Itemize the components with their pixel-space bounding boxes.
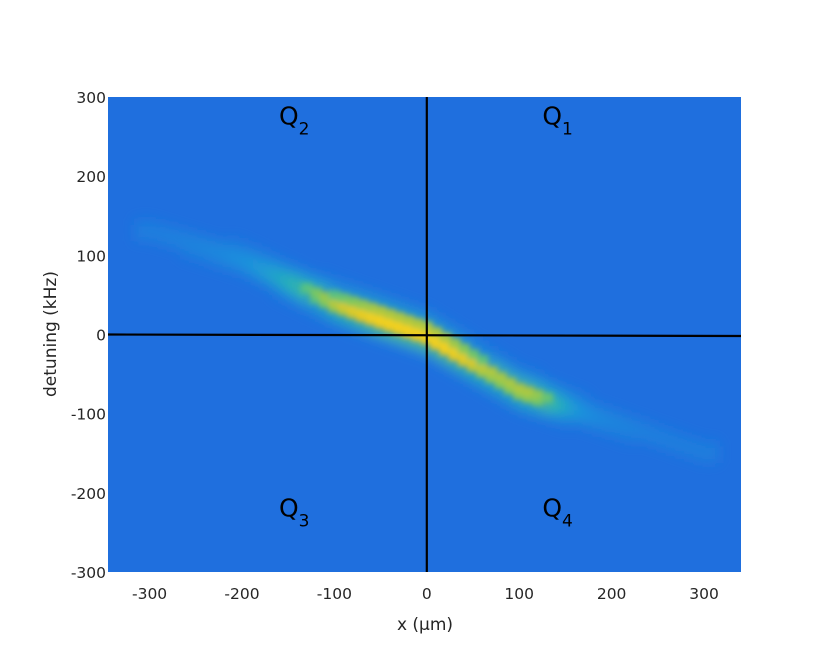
y-tick-label: 100 [76, 247, 106, 265]
y-tick-label: -200 [71, 485, 106, 503]
x-tick-label: 0 [422, 585, 432, 603]
x-axis-label: x (μm) [397, 615, 453, 635]
plot-area [108, 97, 741, 572]
x-tick-label: -300 [132, 585, 167, 603]
y-tick-label: 300 [76, 89, 106, 107]
y-tick-label: 0 [96, 327, 106, 345]
y-tick-label: -300 [71, 564, 106, 582]
x-tick-label: -200 [224, 585, 259, 603]
x-tick-label: 300 [689, 585, 719, 603]
crosshair-horizontal [108, 333, 741, 338]
y-tick-label: 200 [76, 168, 106, 186]
y-tick-label: -100 [71, 406, 106, 424]
y-axis-ticks: -300 -200 -100 0 100 200 300 [71, 89, 106, 582]
x-tick-label: 100 [504, 585, 534, 603]
x-tick-label: -100 [317, 585, 352, 603]
x-axis-ticks: -300 -200 -100 0 100 200 300 [132, 585, 719, 603]
y-axis-label: detuning (kHz) [41, 271, 61, 397]
x-tick-label: 200 [597, 585, 627, 603]
